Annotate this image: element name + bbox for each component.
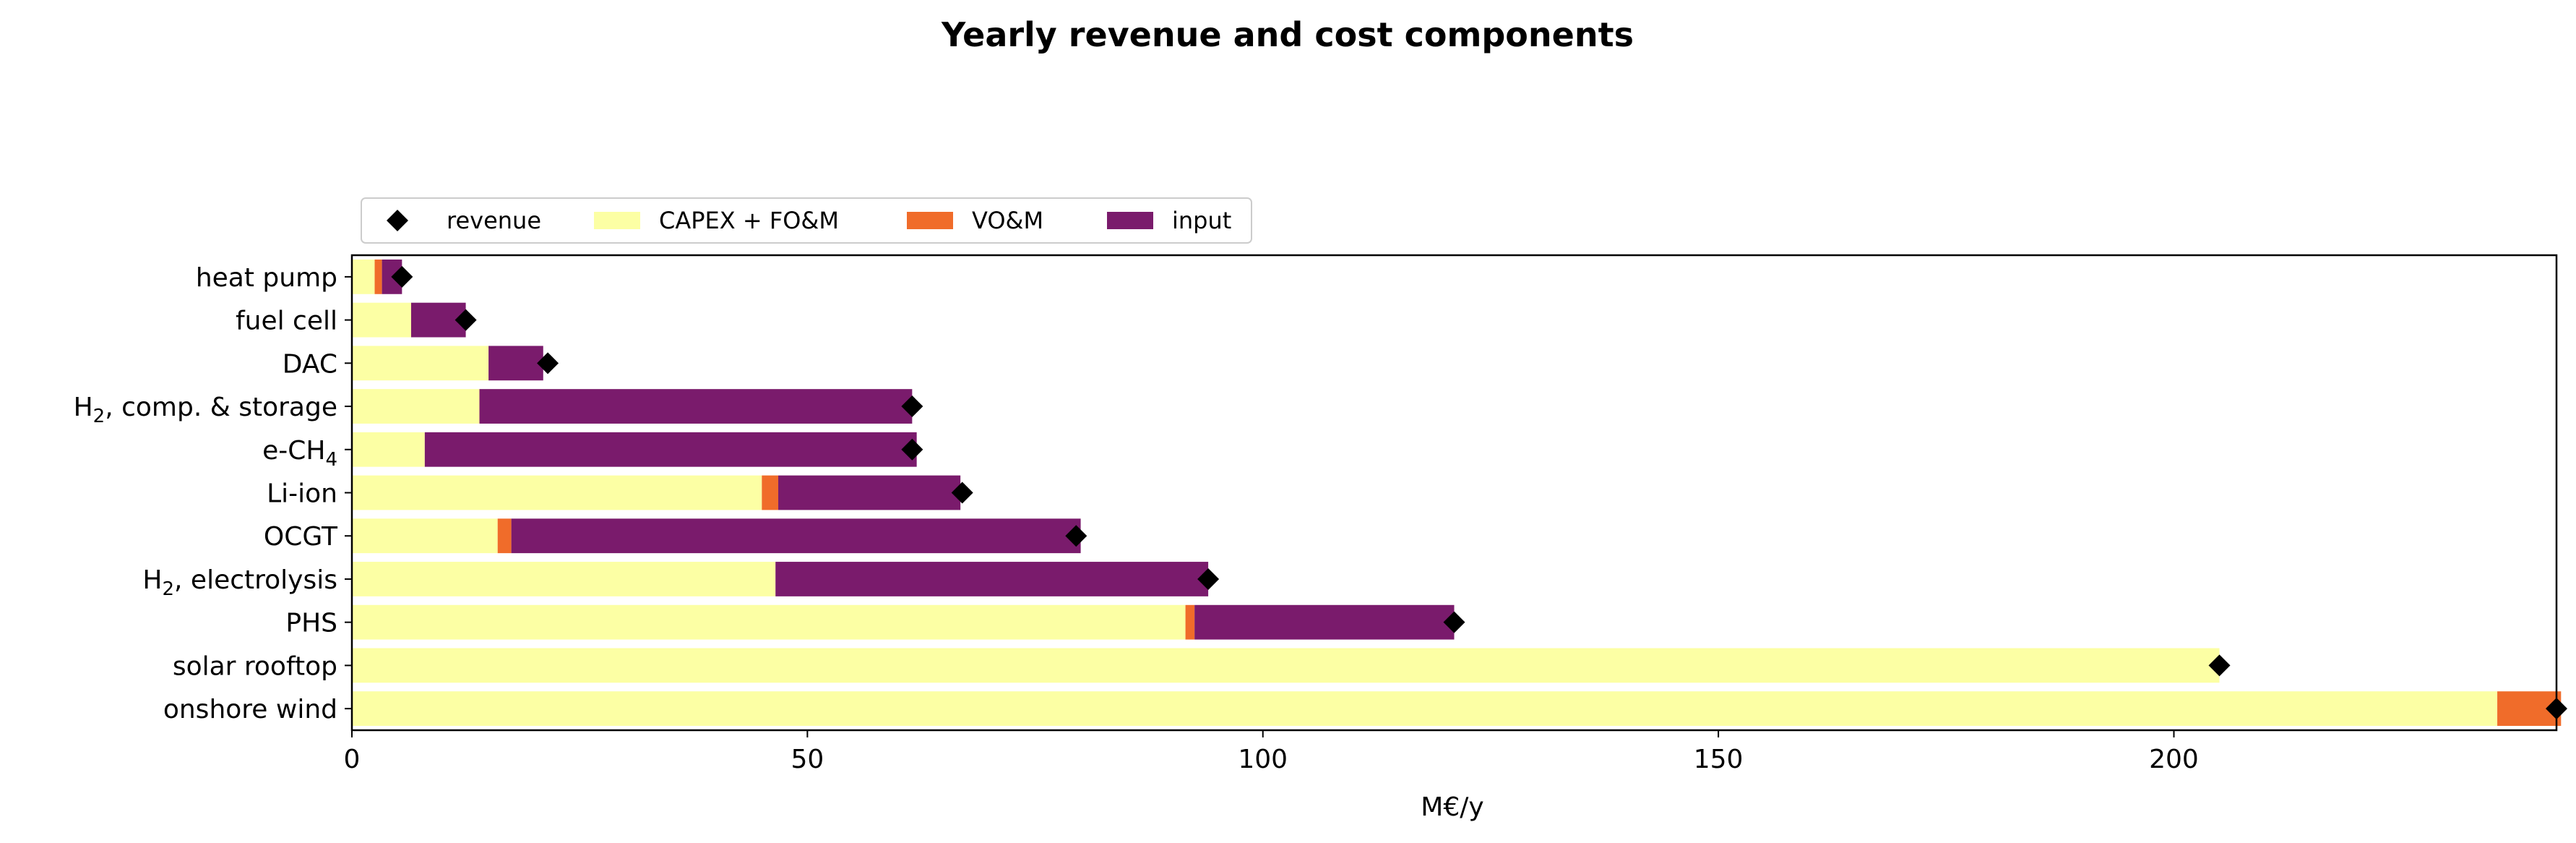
revenue-marker (1443, 611, 1465, 633)
bar-segment (352, 432, 425, 467)
revenue-marker (951, 482, 973, 504)
y-tick-label: PHS (285, 609, 337, 638)
revenue-marker (455, 309, 477, 331)
y-tick-label: onshore wind (163, 695, 337, 724)
legend-swatch (907, 212, 953, 229)
legend-box (361, 197, 1252, 244)
x-axis-label: M€/y (1421, 792, 1483, 822)
bar-segment (352, 518, 498, 554)
bar-segment (374, 259, 382, 294)
bar-segment (775, 562, 1209, 596)
bar-segment (778, 475, 961, 510)
legend-swatch (594, 212, 640, 229)
y-tick-label: fuel cell (236, 307, 337, 336)
y-tick-label: H2​, comp. & storage (74, 393, 337, 427)
legend-label: revenue (447, 207, 541, 234)
legend-label: input (1172, 207, 1231, 234)
y-tick-label: e-CH4​ (262, 436, 337, 471)
bar-segment (1194, 604, 1455, 640)
x-tick-label: 200 (2149, 745, 2199, 774)
y-tick-label: H2​, electrolysis (142, 565, 337, 600)
x-tick-label: 150 (1694, 745, 1744, 774)
plot-area (350, 254, 2567, 732)
legend-swatch (1107, 212, 1153, 229)
bar-segment (762, 475, 779, 510)
chart-title: Yearly revenue and cost components (941, 15, 1634, 54)
bar-segment (488, 346, 543, 381)
bar-segment (479, 389, 913, 424)
bar-segment (511, 518, 1081, 554)
bar-segment (352, 604, 1186, 640)
bar-segment (352, 648, 2220, 683)
bar-segment (424, 432, 917, 467)
bar-segment (352, 302, 411, 338)
revenue-marker (1065, 525, 1087, 547)
y-tick-label: solar rooftop (173, 651, 337, 681)
y-tick-label: DAC (283, 349, 337, 379)
bar-segment (1185, 604, 1195, 640)
revenue-marker (901, 438, 923, 461)
x-tick-label: 100 (1238, 745, 1288, 774)
y-axis-labels: heat pump fuel cell DAC H2​, comp. & storag… (74, 263, 352, 724)
x-axis: 0 50 100 150 200 (344, 730, 2199, 774)
legend-marker (387, 210, 408, 231)
bar-segment (352, 389, 480, 424)
revenue-marker (1197, 568, 1220, 590)
bar-segment (352, 691, 2498, 727)
bar-segment (497, 518, 512, 554)
legend: revenue CAPEX + FO&M VO&M input (361, 197, 1252, 244)
x-tick-label: 0 (344, 745, 361, 774)
y-tick-label: OCGT (264, 522, 338, 552)
bar-segment (352, 259, 375, 294)
bar-segment (352, 562, 776, 596)
revenue-marker (2208, 654, 2231, 677)
revenue-marker (537, 352, 559, 375)
bar-segment (352, 346, 489, 381)
y-tick-label: Li-ion (267, 479, 337, 509)
x-tick-label: 50 (791, 745, 824, 774)
y-tick-label: heat pump (196, 263, 337, 293)
legend-label: VO&M (972, 207, 1043, 234)
bar-segment (352, 475, 762, 510)
revenue-marker (901, 395, 923, 418)
legend-label: CAPEX + FO&M (659, 207, 839, 234)
revenue-marker (391, 265, 413, 288)
